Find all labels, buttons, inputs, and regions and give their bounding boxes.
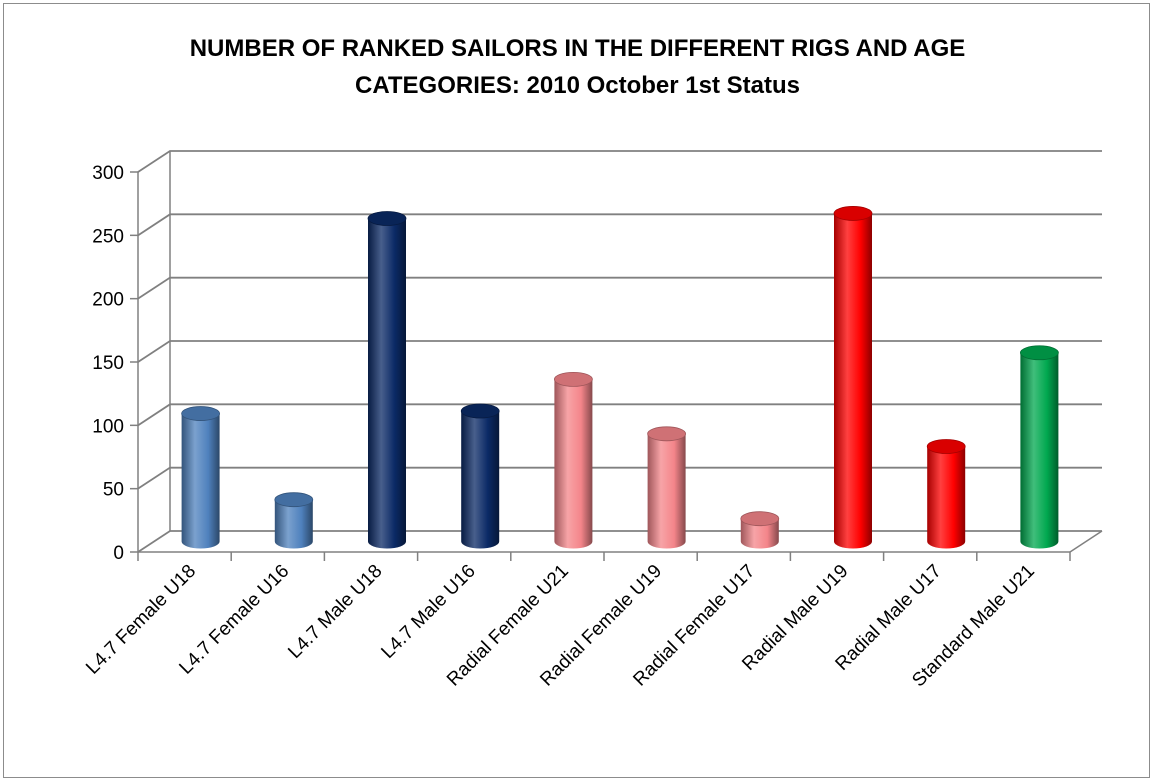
x-category-label-3: L4.7 Male U16 bbox=[378, 561, 480, 663]
y-axis-ticks: 0 50 100 150 200 250 300 bbox=[92, 163, 138, 564]
bar-body-5 bbox=[647, 433, 686, 549]
bar-cap-6 bbox=[740, 511, 780, 527]
bar-cap-4 bbox=[554, 371, 593, 387]
bar-body-0 bbox=[181, 413, 220, 549]
gridline-100 bbox=[137, 403, 1102, 427]
y-tick-label-50: 50 bbox=[103, 480, 124, 501]
bar-cap-3 bbox=[460, 403, 500, 419]
bar-5 bbox=[647, 426, 686, 549]
bar-body-7 bbox=[834, 213, 872, 549]
bar-2 bbox=[367, 211, 407, 549]
chart-title-line-2: CATEGORIES: 2010 October 1st Status bbox=[354, 72, 800, 99]
bar-cap-0 bbox=[181, 406, 221, 421]
gridline-300 bbox=[137, 150, 1102, 173]
y-tick-label-250: 250 bbox=[92, 226, 124, 247]
bar-body-9 bbox=[1020, 352, 1059, 549]
bar-4 bbox=[554, 371, 593, 549]
bar-0 bbox=[181, 406, 221, 549]
bar-cap-2 bbox=[367, 211, 407, 226]
chart-title-line-1: NUMBER OF RANKED SAILORS IN THE DIFFEREN… bbox=[189, 35, 966, 62]
bar-cap-8 bbox=[926, 439, 966, 454]
bar-body-2 bbox=[368, 218, 406, 549]
gridline-150 bbox=[137, 340, 1102, 363]
gridline-0 bbox=[137, 530, 1102, 553]
bar-1 bbox=[274, 492, 314, 549]
bar-cap-9 bbox=[1020, 345, 1059, 361]
chart-title: NUMBER OF RANKED SAILORS IN THE DIFFEREN… bbox=[0, 30, 1155, 104]
gridline-250 bbox=[137, 213, 1102, 237]
bar-7 bbox=[833, 206, 873, 549]
x-axis bbox=[137, 552, 1071, 561]
y-tick-label-100: 100 bbox=[92, 416, 124, 437]
bar-8 bbox=[926, 439, 966, 549]
bar-body-3 bbox=[461, 411, 500, 549]
bars bbox=[181, 206, 1059, 549]
gridline-50 bbox=[137, 466, 1102, 490]
floor-right-edge bbox=[1069, 530, 1103, 553]
bar-body-4 bbox=[554, 379, 593, 549]
y-tick-label-0: 0 bbox=[113, 543, 124, 564]
bar-body-6 bbox=[740, 518, 779, 549]
bar-cap-1 bbox=[274, 492, 314, 508]
bar-9 bbox=[1020, 345, 1059, 549]
bar-6 bbox=[740, 511, 780, 549]
bar-cap-5 bbox=[647, 426, 686, 442]
y-tick-label-200: 200 bbox=[92, 290, 124, 311]
bar-body-8 bbox=[927, 446, 966, 549]
x-category-label-2: L4.7 Male U18 bbox=[284, 561, 386, 663]
bar-3 bbox=[460, 403, 500, 549]
y-tick-label-300: 300 bbox=[92, 163, 124, 184]
gridline-200 bbox=[137, 276, 1102, 300]
gridlines bbox=[137, 150, 1102, 553]
y-tick-label-150: 150 bbox=[92, 353, 124, 374]
bar-cap-7 bbox=[833, 206, 873, 221]
bar-body-1 bbox=[274, 499, 313, 549]
